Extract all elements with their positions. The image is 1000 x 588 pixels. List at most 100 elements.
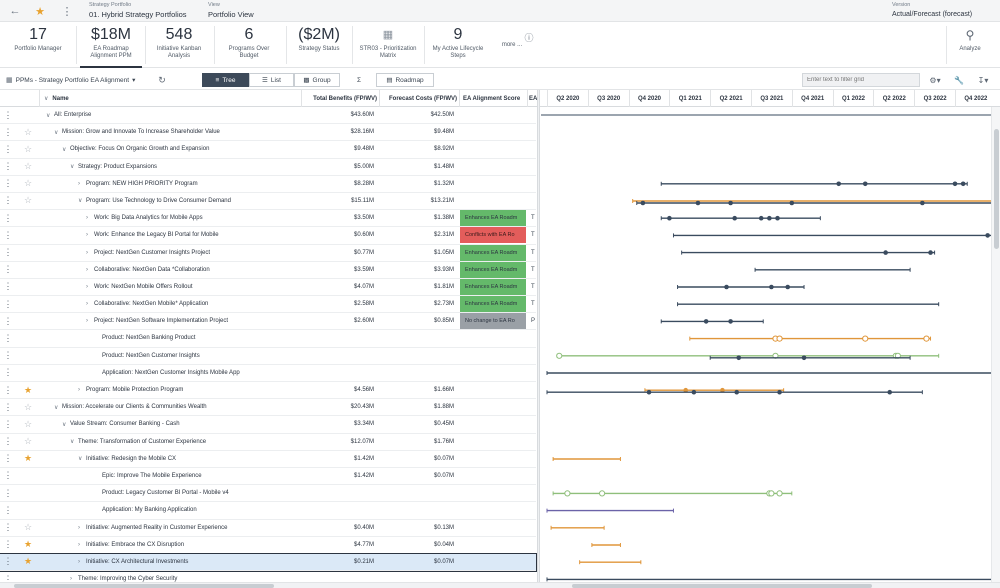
collapse-chevron-icon[interactable]: ∨ — [78, 198, 83, 205]
horizontal-scrollbar-thumb[interactable] — [14, 584, 274, 588]
table-row[interactable]: ⋮ Product: NextGen Banking Product — [0, 330, 536, 348]
table-row[interactable]: ⋮ ☆ › Initiative: Augmented Reality in Cust… — [0, 520, 536, 537]
table-row[interactable]: ⋮ › Project: NextGen Customer Insights Pro… — [0, 244, 536, 262]
row-name-cell[interactable]: ∨ Strategy: Product Expansions — [40, 159, 300, 175]
favorite-star-icon[interactable]: ☆ — [23, 195, 33, 206]
table-row[interactable]: ⋮ ☆ ∨ Strategy: Product Expansions $5.00M $1.… — [0, 159, 536, 176]
collapse-chevron-icon[interactable]: ∨ — [54, 129, 59, 136]
favorite-star-icon[interactable]: ☆ — [23, 178, 33, 189]
expand-chevron-icon[interactable]: › — [86, 283, 88, 290]
expand-chevron-icon[interactable]: › — [86, 232, 88, 239]
row-name-cell[interactable]: › Initiative: Embrace the CX Disruption — [40, 537, 300, 553]
row-menu-icon[interactable]: ⋮ — [3, 556, 13, 567]
table-row[interactable]: ⋮ Application: My Banking Application — [0, 502, 536, 520]
analyze-button[interactable]: ⚲ Analyze — [948, 22, 992, 68]
expand-chevron-icon[interactable]: › — [86, 215, 88, 222]
row-name-cell[interactable]: Epic: Improve The Mobile Experience — [40, 468, 300, 484]
col-header-name[interactable]: ∨ Name — [40, 90, 302, 107]
kpi-initiative-kanban[interactable]: 548 Initiative Kanban Analysis — [148, 22, 210, 68]
collapse-chevron-icon[interactable]: ∨ — [54, 404, 59, 411]
row-menu-icon[interactable]: ⋮ — [3, 315, 13, 326]
row-name-cell[interactable]: ∨ Theme: Transformation of Customer Exper… — [40, 434, 300, 450]
row-menu-icon[interactable]: ⋮ — [3, 195, 13, 206]
horizontal-scrollbar[interactable] — [0, 582, 1000, 588]
favorite-star-icon[interactable]: ☆ — [23, 143, 33, 154]
collapse-chevron-icon[interactable]: ∨ — [70, 164, 75, 171]
row-menu-icon[interactable]: ⋮ — [3, 212, 13, 223]
row-menu-icon[interactable]: ⋮ — [3, 436, 13, 447]
row-menu-icon[interactable]: ⋮ — [3, 487, 13, 498]
expand-chevron-icon[interactable]: › — [86, 301, 88, 308]
collapse-chevron-icon[interactable]: ∨ — [78, 456, 83, 463]
row-name-cell[interactable]: ∨ Mission: Accelerate our Clients & Commu… — [40, 399, 300, 415]
collapse-chevron-icon[interactable]: ∨ — [62, 146, 67, 153]
table-row[interactable]: ⋮ ☆ ∨ Value Stream: Consumer Banking - Cash… — [0, 416, 536, 434]
favorite-star-icon[interactable]: ★ — [23, 453, 33, 464]
col-header-benefits[interactable]: Total Benefits (FP/WV) — [302, 90, 380, 107]
row-name-cell[interactable]: › Work: NextGen Mobile Offers Rollout — [40, 279, 300, 295]
table-row[interactable]: ⋮ ☆ ∨ Objective: Focus On Organic Growth an… — [0, 141, 536, 159]
table-row[interactable]: ⋮ Product: Legacy Customer BI Portal - Mo… — [0, 485, 536, 503]
kpi-portfolio-manager[interactable]: 17 Portfolio Manager — [4, 22, 72, 68]
expand-chevron-icon[interactable]: › — [78, 387, 80, 393]
row-name-cell[interactable]: › Work: Enhance the Legacy BI Portal for … — [40, 227, 300, 243]
table-row[interactable]: ⋮ ★ › Program: Mobile Protection Program $4.… — [0, 382, 536, 400]
row-menu-icon[interactable]: ⋮ — [3, 143, 13, 154]
row-name-cell[interactable]: › Initiative: CX Architectural Investment… — [40, 554, 300, 570]
row-name-cell[interactable]: › Initiative: Augmented Reality in Custom… — [40, 520, 300, 536]
row-name-cell[interactable]: › Program: Mobile Protection Program — [40, 382, 300, 398]
col-header-extra[interactable]: EA — [528, 90, 537, 107]
row-name-cell[interactable]: Product: Legacy Customer BI Portal - Mob… — [40, 485, 300, 501]
version-selector[interactable]: Version Actual/Forecast (forecast) — [892, 2, 972, 17]
table-row[interactable]: ⋮ ☆ ∨ Program: Use Technology to Drive Cons… — [0, 193, 536, 211]
table-row[interactable]: ⋮ ∨ All: Enterprise $43.60M $42.50M — [0, 107, 536, 125]
grid-filter-input[interactable] — [802, 73, 920, 87]
row-name-cell[interactable]: Application: NextGen Customer Insights M… — [40, 365, 300, 381]
favorite-star-icon[interactable]: ☆ — [23, 401, 33, 412]
row-menu-icon[interactable]: ⋮ — [3, 522, 13, 532]
col-header-ea-score[interactable]: EA Alignment Score — [460, 90, 528, 107]
row-menu-icon[interactable]: ⋮ — [3, 470, 13, 481]
row-name-cell[interactable]: Product: NextGen Customer Insights — [40, 348, 300, 364]
table-row[interactable]: ⋮ › Work: Big Data Analytics for Mobile Ap… — [0, 210, 536, 228]
row-menu-icon[interactable]: ⋮ — [3, 229, 13, 240]
row-name-cell[interactable]: › Theme: Improving the Cyber Security — [40, 571, 300, 587]
table-row[interactable]: ⋮ › Work: NextGen Mobile Offers Rollout $4.… — [0, 278, 536, 297]
table-row[interactable]: ⋮ ☆ ∨ Theme: Transformation of Customer Exp… — [0, 434, 536, 451]
table-row[interactable]: ⋮ ☆ ∨ Mission: Accelerate our Clients & Com… — [0, 399, 536, 417]
kebab-menu-icon[interactable]: ⋮ — [61, 5, 73, 18]
row-menu-icon[interactable]: ⋮ — [3, 126, 13, 137]
table-row[interactable]: ⋮ › Collaborative: NextGen Mobile* Applica… — [0, 296, 536, 314]
collapse-chevron-icon[interactable]: ∨ — [62, 421, 67, 428]
row-menu-icon[interactable]: ⋮ — [3, 384, 13, 395]
row-name-cell[interactable]: ∨ Objective: Focus On Organic Growth and … — [40, 141, 300, 157]
favorite-star-icon[interactable]: ★ — [23, 384, 33, 395]
favorite-star-icon[interactable]: ☆ — [23, 126, 33, 137]
kpi-lifecycle-steps[interactable]: 9 My Active Lifecycle Steps — [426, 22, 490, 68]
expand-chevron-icon[interactable]: › — [78, 558, 80, 565]
roadmap-button[interactable]: ▤ Roadmap — [376, 73, 434, 87]
expand-chevron-icon[interactable]: › — [70, 576, 72, 583]
row-name-cell[interactable]: › Work: Big Data Analytics for Mobile App… — [40, 210, 300, 226]
favorite-star-icon[interactable]: ☆ — [23, 418, 33, 429]
expand-chevron-icon[interactable]: › — [78, 180, 80, 187]
info-icon[interactable]: ⓘ — [524, 32, 534, 43]
expand-chevron-icon[interactable]: › — [86, 318, 88, 325]
table-row[interactable]: ⋮ ☆ › Program: NEW HIGH PRIORITY Program $8.… — [0, 176, 536, 193]
kpi-more[interactable]: more ... — [494, 22, 530, 68]
favorite-star-icon[interactable]: ★ — [23, 556, 33, 567]
view-selector[interactable]: View Portfolio View — [208, 2, 254, 18]
row-menu-icon[interactable]: ⋮ — [3, 418, 13, 429]
sum-button[interactable]: Σ — [354, 73, 364, 87]
table-row[interactable]: ⋮ ★ › Initiative: CX Architectural Investme… — [0, 552, 537, 573]
row-menu-icon[interactable]: ⋮ — [3, 332, 13, 343]
row-name-cell[interactable]: ∨ Value Stream: Consumer Banking - Cash — [40, 416, 300, 432]
row-name-cell[interactable]: ∨ Program: Use Technology to Drive Consum… — [40, 193, 300, 209]
row-menu-icon[interactable]: ⋮ — [3, 573, 13, 584]
expand-chevron-icon[interactable]: › — [86, 266, 88, 273]
row-menu-icon[interactable]: ⋮ — [3, 350, 13, 361]
vertical-scrollbar-thumb[interactable] — [994, 129, 999, 249]
row-name-cell[interactable]: ∨ Initiative: Redesign the Mobile CX — [40, 451, 300, 467]
kpi-ea-roadmap[interactable]: $18M EA Roadmap Alignment PPM — [80, 22, 142, 68]
kpi-strategy-status[interactable]: ($2M) Strategy Status — [288, 22, 350, 68]
